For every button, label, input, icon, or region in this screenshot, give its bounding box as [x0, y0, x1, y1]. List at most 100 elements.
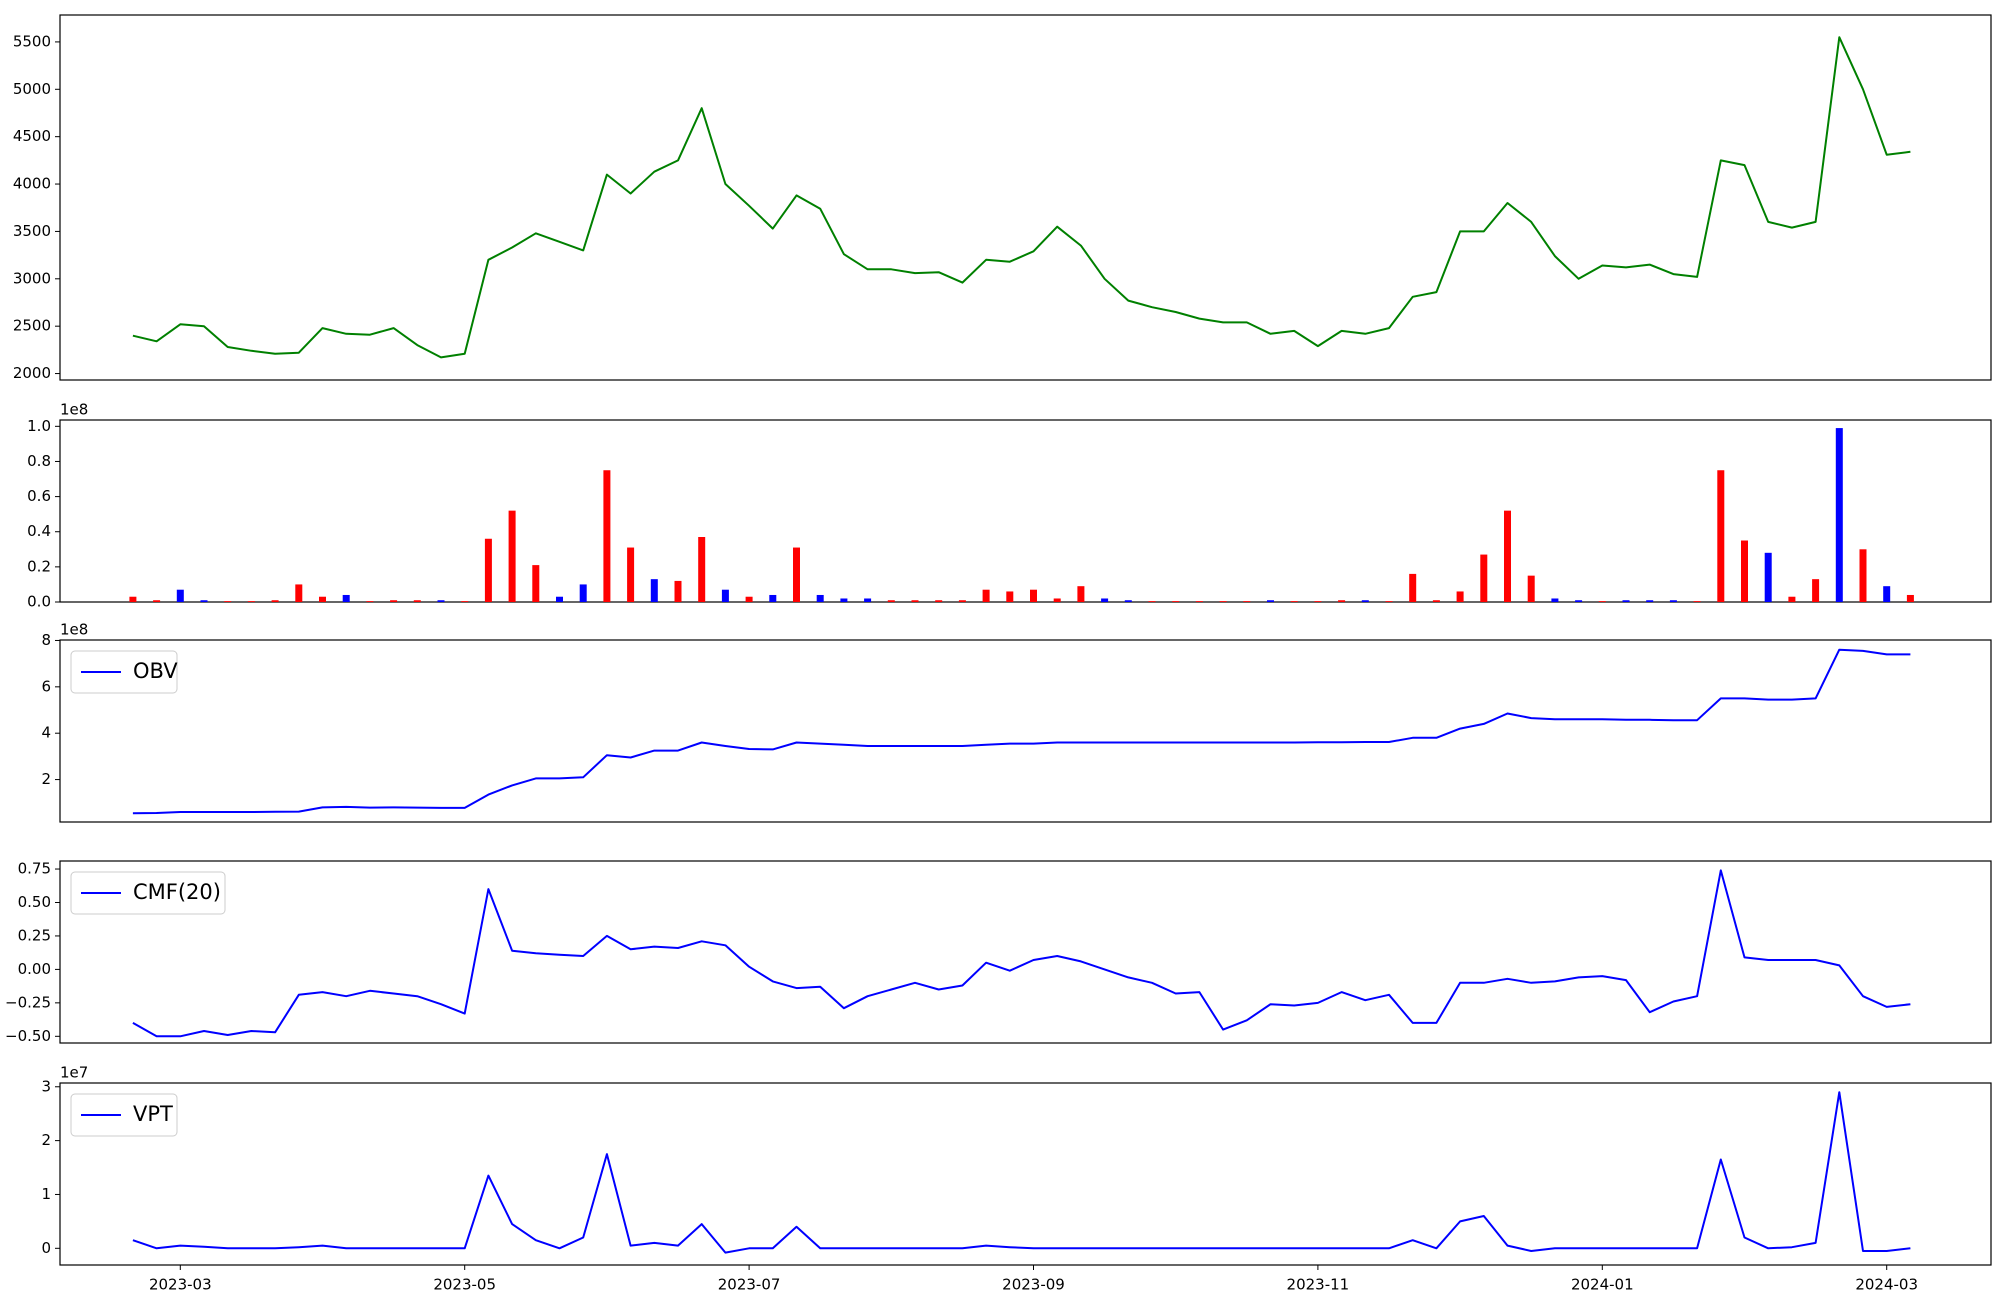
bar [1409, 573, 1417, 602]
plot-frame [59, 860, 1992, 1044]
y-tick-label: 4000 [13, 175, 51, 193]
bar [864, 598, 872, 602]
bar [698, 537, 706, 602]
bar [1906, 594, 1914, 602]
bar [911, 600, 919, 602]
legend: OBV [70, 650, 178, 694]
y-tick-label: −0.25 [5, 993, 51, 1011]
bar [1812, 579, 1820, 602]
panel: 2 4 6 8 1e8 OBV [41, 621, 1992, 823]
bar [1741, 540, 1748, 602]
y-tick-label: 0.2 [27, 557, 51, 575]
panel: 2000 2500 3000 3500 4000 4500 5000 5500 [13, 14, 1992, 382]
bar [1835, 428, 1843, 602]
y-tick-label: 0.50 [18, 893, 51, 911]
legend: VPT [70, 1093, 178, 1137]
bar [816, 594, 824, 602]
y-tick-label: 0.00 [18, 960, 51, 978]
bar [295, 584, 303, 602]
line [132, 648, 1911, 815]
x-tick-label: 2024-01 [1571, 1276, 1634, 1294]
bar [1172, 601, 1180, 602]
x-tick-label: 2023-11 [1287, 1276, 1350, 1294]
bar [1148, 601, 1156, 602]
bar [366, 601, 374, 602]
y-tick-label: 3 [41, 1077, 51, 1095]
bar [1480, 554, 1488, 602]
bar [532, 565, 540, 602]
y-tick-label: 0.25 [18, 926, 51, 944]
bar [200, 600, 208, 602]
bar [1290, 601, 1298, 602]
legend-label: OBV [133, 659, 178, 683]
legend-box [70, 871, 226, 915]
y-tick-label: 2 [41, 1131, 51, 1149]
bar [603, 470, 611, 602]
y-tick-label: 5000 [13, 80, 51, 98]
y-tick-label: 3000 [13, 269, 51, 287]
bar [556, 596, 563, 602]
plot-frame [59, 14, 1992, 381]
bar [1456, 591, 1464, 602]
bar [1764, 552, 1772, 602]
bar [1622, 600, 1630, 602]
bar [319, 596, 326, 602]
bar [1788, 596, 1796, 602]
bar [224, 601, 232, 602]
y-tick-label: 0.8 [27, 452, 51, 470]
bar [721, 589, 729, 602]
bar [650, 579, 658, 602]
bar [1717, 470, 1725, 602]
bar [1053, 598, 1061, 602]
y-tick-label: 2000 [13, 364, 51, 382]
y-tick-label: −0.50 [5, 1027, 51, 1045]
bar [1432, 600, 1440, 602]
y-tick-label: 1.0 [27, 417, 51, 435]
bar [1361, 600, 1369, 602]
bar [935, 600, 943, 602]
panel: 0.0 0.2 0.4 0.6 0.8 1.0 1e8 [27, 401, 1992, 611]
bar [1314, 601, 1322, 602]
bar [437, 600, 445, 602]
bar [1551, 598, 1559, 602]
line [132, 869, 1911, 1038]
legend: CMF(20) [70, 871, 226, 915]
bar [1195, 601, 1203, 602]
bar [129, 596, 137, 602]
bar [1006, 591, 1014, 602]
bar [153, 600, 161, 602]
legend-label: VPT [133, 1102, 173, 1126]
bar [176, 589, 184, 602]
bar [674, 580, 682, 602]
y-tick-label: 4 [41, 724, 51, 742]
line [132, 36, 1911, 359]
y-tick-label: 4500 [13, 127, 51, 145]
offset-label: 1e8 [60, 401, 88, 419]
bar [1101, 598, 1109, 602]
bar [1385, 601, 1393, 602]
bar [840, 598, 848, 602]
bar [1219, 601, 1227, 602]
offset-label: 1e8 [60, 621, 88, 639]
legend-box [70, 1093, 178, 1137]
legend-box [70, 650, 178, 694]
bar [1646, 600, 1654, 602]
bar [958, 600, 966, 602]
x-tick-label: 2023-07 [718, 1276, 781, 1294]
bar [1883, 586, 1891, 602]
y-tick-label: 2 [41, 770, 51, 788]
bar [1693, 601, 1701, 602]
y-tick-label: 6 [41, 677, 51, 695]
y-tick-label: 5500 [13, 32, 51, 50]
bar [247, 601, 255, 602]
y-tick-label: 1 [41, 1185, 51, 1203]
bar [390, 600, 398, 602]
bar [745, 596, 753, 602]
plot-frame [59, 1082, 1992, 1266]
bar [579, 584, 587, 602]
bar [1527, 575, 1535, 602]
bar [342, 594, 350, 602]
y-tick-label: 0.4 [27, 522, 51, 540]
bar [1598, 601, 1606, 602]
